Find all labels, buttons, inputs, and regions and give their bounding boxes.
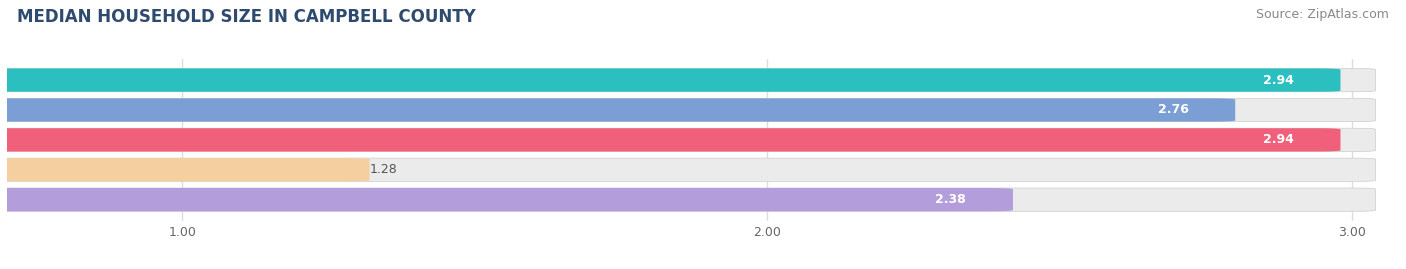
Text: 2.94: 2.94 bbox=[1263, 74, 1294, 87]
FancyBboxPatch shape bbox=[0, 158, 370, 181]
Text: MEDIAN HOUSEHOLD SIZE IN CAMPBELL COUNTY: MEDIAN HOUSEHOLD SIZE IN CAMPBELL COUNTY bbox=[17, 8, 475, 26]
FancyBboxPatch shape bbox=[0, 188, 1012, 211]
FancyBboxPatch shape bbox=[0, 188, 1375, 211]
FancyBboxPatch shape bbox=[0, 128, 1340, 151]
Text: 2.94: 2.94 bbox=[1263, 133, 1294, 146]
Text: 1.28: 1.28 bbox=[370, 163, 398, 176]
Text: 2.76: 2.76 bbox=[1157, 104, 1188, 116]
FancyBboxPatch shape bbox=[0, 68, 1375, 92]
Text: Source: ZipAtlas.com: Source: ZipAtlas.com bbox=[1256, 8, 1389, 21]
FancyBboxPatch shape bbox=[0, 158, 1375, 181]
Text: 2.38: 2.38 bbox=[935, 193, 966, 206]
FancyBboxPatch shape bbox=[0, 98, 1375, 122]
FancyBboxPatch shape bbox=[0, 68, 1340, 92]
FancyBboxPatch shape bbox=[0, 128, 1375, 151]
FancyBboxPatch shape bbox=[0, 98, 1236, 122]
